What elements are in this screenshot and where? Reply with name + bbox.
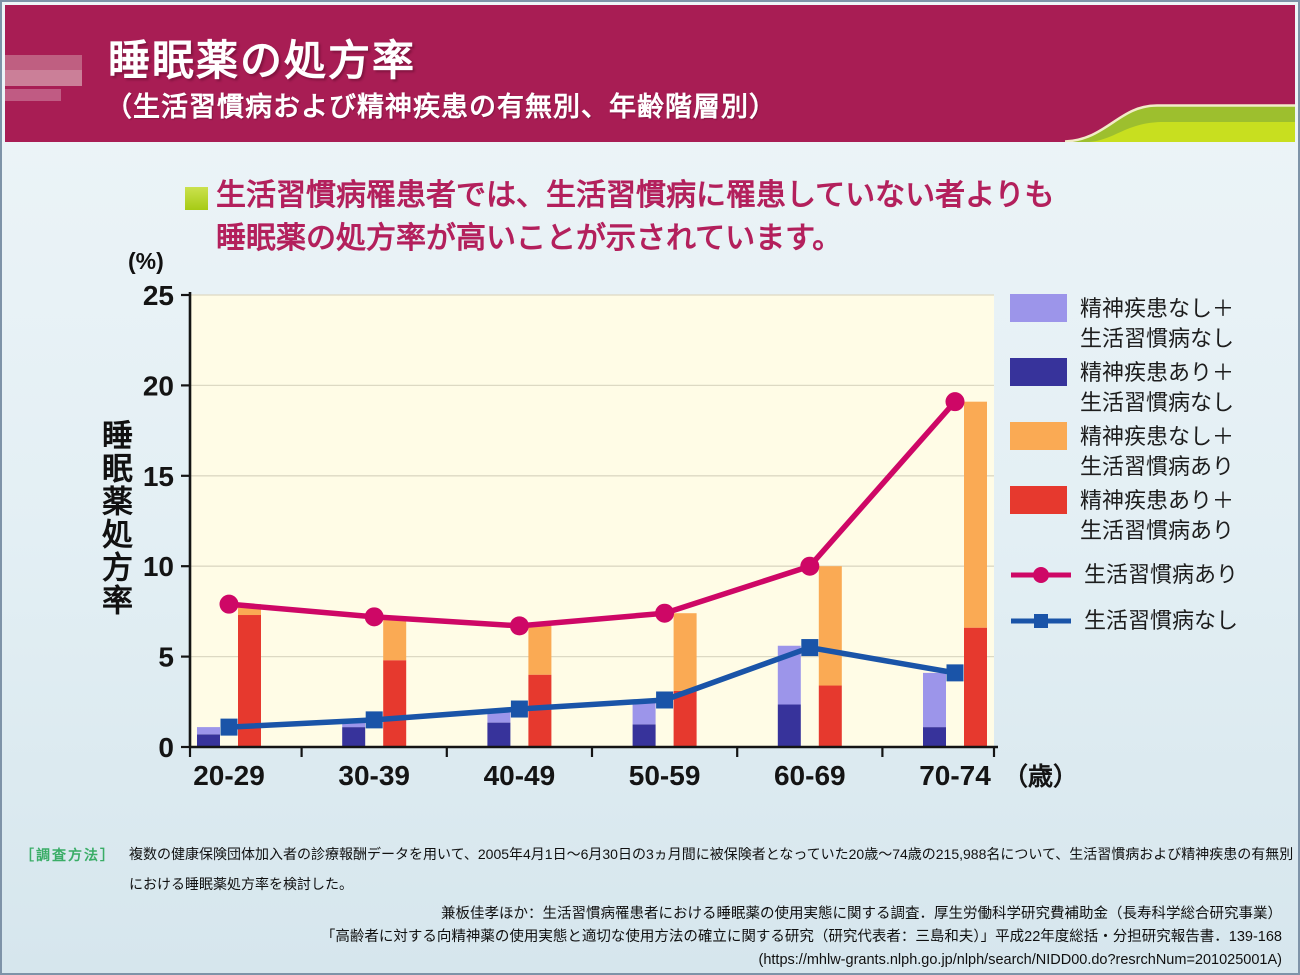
line-square-marker bbox=[946, 664, 964, 682]
y-tick-label: 10 bbox=[143, 551, 174, 582]
line-circle-marker bbox=[655, 603, 675, 623]
plot-background bbox=[190, 295, 994, 747]
swoosh-cream-curve bbox=[1065, 104, 1295, 142]
bar-segment-no_lifestyle bbox=[923, 672, 946, 728]
y-tick-label: 15 bbox=[143, 461, 174, 492]
legend-label-line-1: 精神疾患なし＋ bbox=[1080, 424, 1235, 449]
x-category-label: 40-49 bbox=[484, 760, 556, 791]
legend-label-line-1: 精神疾患なし＋ bbox=[1080, 296, 1235, 321]
page-subtitle: （生活習慣病および精神疾患の有無別、年齢階層別） bbox=[105, 92, 777, 122]
line-circle-marker bbox=[800, 556, 820, 576]
key-message-line-1: 生活習慣病罹患者では、生活習慣病に罹患していない者よりも bbox=[216, 179, 1055, 212]
legend-label-line-2: 生活習慣病あり bbox=[1080, 454, 1235, 479]
legend-item-psych-no-lifestyle: 精神疾患あり＋ 生活習慣病なし bbox=[1010, 358, 1234, 418]
line-square-marker bbox=[801, 639, 819, 657]
line-square-marker bbox=[510, 700, 528, 718]
legend-item-lifestyle-yes-line: 生活習慣病あり bbox=[1010, 560, 1238, 590]
key-message-bullet-icon bbox=[185, 187, 208, 210]
legend-label-line-2: 生活習慣病なし bbox=[1080, 326, 1235, 351]
citation-line-2: 「高齢者に対する向精神薬の使用実態と適切な使用方法の確立に関する研究（研究代表者… bbox=[320, 929, 1282, 945]
bar-segment-lifestyle bbox=[673, 690, 697, 747]
legend-swatch-lavender-icon bbox=[1010, 294, 1067, 322]
header-swoosh-icon bbox=[1065, 104, 1295, 142]
legend-swatch-orange-icon bbox=[1010, 422, 1067, 450]
bar-segment-lifestyle bbox=[383, 660, 407, 747]
legend-circle-marker-icon bbox=[1033, 567, 1049, 583]
y-axis-title: 睡眠薬処方率 bbox=[97, 419, 132, 617]
y-tick-label: 5 bbox=[158, 642, 174, 673]
x-category-label: 60-69 bbox=[774, 760, 846, 791]
legend-label-line-1: 精神疾患あり＋ bbox=[1080, 360, 1235, 385]
bar-segment-no_lifestyle bbox=[632, 700, 656, 725]
legend-item-no-psych-lifestyle: 精神疾患なし＋ 生活習慣病あり bbox=[1010, 422, 1234, 482]
swoosh-bright-band bbox=[1089, 122, 1295, 142]
method-text-line-2: における睡眠薬処方率を検討した。 bbox=[129, 876, 353, 892]
y-axis-unit-label: (%) bbox=[128, 248, 164, 274]
line-square-marker bbox=[365, 711, 383, 729]
bar-segment-lifestyle bbox=[818, 566, 842, 686]
legend-label-lifestyle-yes: 生活習慣病あり bbox=[1084, 562, 1239, 587]
legend-label-line-2: 生活習慣病なし bbox=[1080, 390, 1235, 415]
legend-item-no-psych-no-lifestyle: 精神疾患なし＋ 生活習慣病なし bbox=[1010, 294, 1234, 354]
legend-label-line-2: 生活習慣病あり bbox=[1080, 518, 1235, 543]
bar-segment-lifestyle bbox=[673, 613, 697, 691]
bar-segment-no_lifestyle bbox=[197, 734, 220, 747]
line-circle-marker bbox=[945, 392, 965, 412]
citation-line-1: 兼板佳孝ほか：生活習慣病罹患者における睡眠薬の使用実態に関する調査．厚生労働科学… bbox=[441, 906, 1282, 922]
line-circle-marker bbox=[219, 594, 239, 614]
legend-item-lifestyle-no-line: 生活習慣病なし bbox=[1010, 606, 1238, 636]
key-message: 生活習慣病罹患者では、生活習慣病に罹患していない者よりも 睡眠薬の処方率が高いこ… bbox=[216, 174, 1055, 260]
legend-magenta-line-sample-icon bbox=[1011, 567, 1071, 583]
x-category-label: 50-59 bbox=[629, 760, 701, 791]
key-message-line-2: 睡眠薬の処方率が高いことが示されています。 bbox=[216, 222, 843, 255]
bar-segment-lifestyle bbox=[383, 616, 407, 661]
bar-segment-no_lifestyle bbox=[197, 727, 220, 735]
legend-label-lifestyle-no: 生活習慣病なし bbox=[1084, 608, 1239, 633]
x-category-label: 20-29 bbox=[193, 760, 265, 791]
bar-segment-no_lifestyle bbox=[487, 722, 511, 747]
citation: 兼板佳孝ほか：生活習慣病罹患者における睡眠薬の使用実態に関する調査．厚生労働科学… bbox=[321, 903, 1282, 972]
citation-line-3: (https://mhlw-grants.nlph.go.jp/nlph/sea… bbox=[758, 952, 1283, 968]
bar-segment-lifestyle bbox=[528, 674, 552, 747]
trend-line-1 bbox=[228, 644, 956, 730]
bar-segment-no_lifestyle bbox=[632, 724, 656, 747]
bar-segment-lifestyle bbox=[964, 401, 987, 628]
trend-line-0 bbox=[228, 399, 958, 629]
line-circle-marker bbox=[364, 607, 384, 627]
header-stripe-2 bbox=[5, 70, 82, 86]
bar-segment-no_lifestyle bbox=[777, 704, 801, 747]
header: 睡眠薬の処方率 （生活習慣病および精神疾患の有無別、年齢階層別） bbox=[5, 5, 1295, 142]
y-tick-label: 0 bbox=[158, 732, 174, 763]
legend-swatch-red-icon bbox=[1010, 486, 1067, 514]
chart-svg: 0 5 10 15 20 25 20-29 30-39 40-49 50-59 60-69 70-74… bbox=[143, 280, 1078, 791]
x-category-label: 70-74 bbox=[919, 760, 991, 791]
bar-segment-no_lifestyle bbox=[342, 727, 366, 747]
y-tick-label: 25 bbox=[143, 280, 174, 311]
legend-square-marker-icon bbox=[1034, 614, 1048, 628]
bar-segment-no_lifestyle bbox=[777, 645, 801, 705]
bar-segment-lifestyle bbox=[528, 625, 552, 675]
x-axis-unit-label: （歳） bbox=[1003, 762, 1078, 791]
bar-segment-no_lifestyle bbox=[923, 727, 946, 747]
bar-segment-lifestyle bbox=[964, 627, 987, 747]
bar-segment-lifestyle bbox=[818, 685, 842, 747]
x-category-label: 30-39 bbox=[338, 760, 410, 791]
line-circle-marker bbox=[509, 616, 529, 636]
legend-item-psych-lifestyle: 精神疾患あり＋ 生活習慣病あり bbox=[1010, 486, 1234, 546]
bar-segment-lifestyle bbox=[238, 615, 261, 747]
legend: 精神疾患なし＋ 生活習慣病なし 精神疾患あり＋ 生活習慣病なし 精神疾患なし＋ … bbox=[1010, 288, 1298, 654]
line-square-marker bbox=[220, 718, 238, 736]
y-tick-label: 20 bbox=[143, 370, 174, 401]
header-stripe-3 bbox=[5, 89, 61, 101]
legend-label-line-1: 精神疾患あり＋ bbox=[1080, 488, 1235, 513]
legend-blue-line-sample-icon bbox=[1011, 614, 1071, 628]
page-title: 睡眠薬の処方率 bbox=[108, 37, 417, 84]
method-label: ［調査方法］ bbox=[20, 847, 116, 863]
method-text-line-1: 複数の健康保険団体加入者の診療報酬データを用いて、2005年4月1日～6月30日… bbox=[129, 846, 1294, 862]
line-square-marker bbox=[656, 691, 674, 709]
header-stripe-1 bbox=[5, 55, 82, 70]
legend-swatch-navy-icon bbox=[1010, 358, 1067, 386]
bar-segment-lifestyle bbox=[238, 604, 261, 616]
